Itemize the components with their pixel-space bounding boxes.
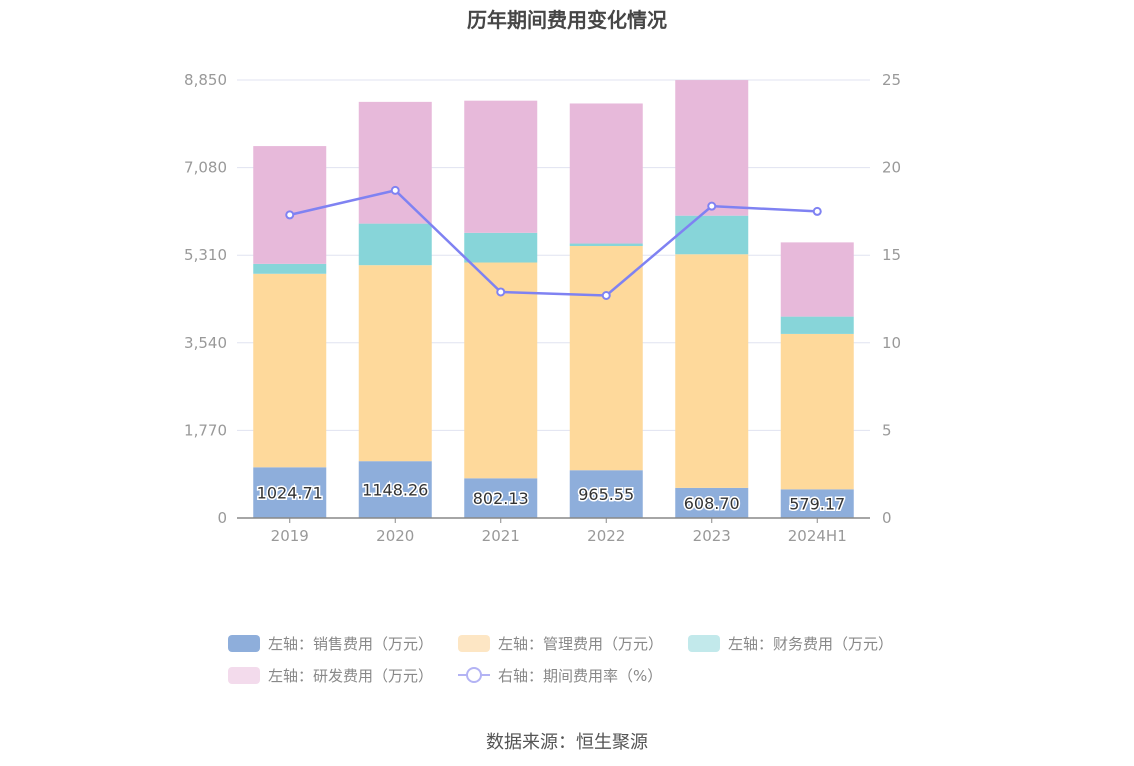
x-axis: 2019 2020 2021 2022 2023 2024H1 bbox=[237, 517, 870, 545]
legend-label-sales: 左轴：销售费用（万元） bbox=[268, 634, 434, 653]
left-tick-label: 7,080 bbox=[184, 159, 227, 177]
rate-point-2022 bbox=[601, 290, 611, 300]
grid bbox=[237, 79, 870, 431]
rate-line-path bbox=[289, 189, 818, 297]
bar-sales-2020 bbox=[358, 461, 432, 518]
bar-rnd-2024H1 bbox=[780, 242, 854, 317]
x-tick-label: 2020 bbox=[376, 527, 414, 545]
left-tick-label: 0 bbox=[217, 509, 227, 527]
rate-point-2021 bbox=[496, 287, 506, 297]
chart-title: 历年期间费用变化情况 bbox=[467, 8, 667, 32]
legend-swatch-sales bbox=[228, 634, 260, 652]
legend-swatch-finance bbox=[688, 634, 720, 652]
right-tick-label: 5 bbox=[882, 421, 892, 439]
data-label-sales: 802.13 bbox=[473, 489, 529, 508]
legend-swatch-management bbox=[458, 634, 490, 652]
legend-item-sales[interactable]: 左轴：销售费用（万元） bbox=[228, 632, 433, 654]
data-label-sales: 1148.26 bbox=[362, 481, 428, 500]
bar-management-2023 bbox=[675, 254, 749, 488]
bar-sales-2023 bbox=[675, 487, 749, 518]
right-axis-ticks: 0 5 10 15 20 25 bbox=[882, 71, 901, 527]
right-tick-label: 10 bbox=[882, 334, 901, 352]
x-tick-label: 2023 bbox=[693, 527, 731, 545]
bar-sales-2024H1 bbox=[780, 489, 854, 518]
legend-item-management[interactable]: 左轴：管理费用（万元） bbox=[458, 632, 663, 654]
chart: 0 1,770 3,540 5,310 7,080 8,850 0 5 10 15 20 25 10… bbox=[184, 71, 901, 545]
data-label-sales: 1024.71 bbox=[257, 484, 323, 503]
x-tick-label: 2022 bbox=[587, 527, 625, 545]
source-note: 数据来源：恒生聚源 bbox=[486, 732, 648, 753]
bar-finance-2024H1 bbox=[780, 316, 854, 334]
legend-swatch-rate bbox=[458, 666, 490, 684]
legend-label-finance: 左轴：财务费用（万元） bbox=[728, 634, 894, 653]
bar-rnd-2020 bbox=[358, 101, 432, 224]
bar-sales-2019 bbox=[253, 467, 327, 518]
x-tick-label: 2024H1 bbox=[788, 527, 847, 545]
right-tick-label: 20 bbox=[882, 159, 901, 177]
x-tick-label: 2021 bbox=[482, 527, 520, 545]
legend-swatch-rnd bbox=[228, 666, 260, 684]
legend-item-rnd[interactable]: 左轴：研发费用（万元） bbox=[228, 664, 433, 686]
bar-rnd-2019 bbox=[253, 146, 327, 264]
left-axis-ticks: 0 1,770 3,540 5,310 7,080 8,850 bbox=[184, 71, 227, 527]
right-tick-label: 25 bbox=[882, 71, 901, 89]
data-label-sales: 965.55 bbox=[578, 485, 634, 504]
left-tick-label: 8,850 bbox=[184, 71, 227, 89]
left-tick-label: 5,310 bbox=[184, 246, 227, 264]
bar-finance-2023 bbox=[675, 215, 749, 255]
right-tick-label: 15 bbox=[882, 246, 901, 264]
bar-labels: 1024.71 1148.26 802.13 965.55 608.70 579.17 bbox=[255, 479, 847, 515]
bar-management-2024H1 bbox=[780, 333, 854, 490]
bar-finance-2019 bbox=[253, 263, 327, 274]
bar-finance-2020 bbox=[358, 223, 432, 266]
rate-point-2020 bbox=[390, 185, 400, 195]
legend-label-rate: 右轴：期间费用率（%） bbox=[498, 666, 663, 685]
bar-sales-2022 bbox=[569, 470, 643, 518]
bar-rnd-2023 bbox=[675, 80, 749, 216]
bar-rnd-2022 bbox=[569, 103, 643, 244]
bar-management-2021 bbox=[464, 262, 538, 479]
legend-item-finance[interactable]: 左轴：财务费用（万元） bbox=[688, 632, 893, 654]
data-label-sales: 579.17 bbox=[789, 495, 845, 514]
right-tick-label: 0 bbox=[882, 509, 892, 527]
rate-point-2019 bbox=[285, 210, 295, 220]
legend-item-rate[interactable]: 右轴：期间费用率（%） bbox=[458, 664, 662, 686]
legend-label-rnd: 左轴：研发费用（万元） bbox=[268, 666, 434, 685]
rate-line bbox=[285, 185, 822, 300]
bar-finance-2021 bbox=[464, 232, 538, 263]
bar-management-2020 bbox=[358, 265, 432, 462]
bar-management-2022 bbox=[569, 246, 643, 471]
bar-sales-2021 bbox=[464, 478, 538, 518]
left-tick-label: 3,540 bbox=[184, 334, 227, 352]
legend-label-management: 左轴：管理费用（万元） bbox=[498, 634, 664, 653]
left-tick-label: 1,770 bbox=[184, 421, 227, 439]
bar-rnd-2021 bbox=[464, 100, 538, 233]
x-tick-label: 2019 bbox=[271, 527, 309, 545]
bar-management-2019 bbox=[253, 273, 327, 468]
rate-point-2024H1 bbox=[812, 206, 822, 216]
rate-point-2023 bbox=[707, 201, 717, 211]
bar-finance-2022 bbox=[569, 243, 643, 247]
bars bbox=[253, 80, 854, 518]
data-label-sales: 608.70 bbox=[684, 494, 740, 513]
